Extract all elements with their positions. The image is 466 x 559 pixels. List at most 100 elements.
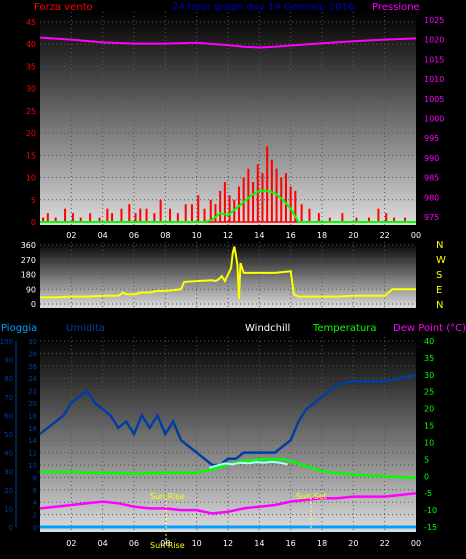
temperature-tick-label: -15 <box>424 523 437 532</box>
hour-tick-label: 04 <box>98 231 108 240</box>
rain-tick-label: 0 <box>9 524 13 532</box>
direction-tick-label: 0 <box>31 300 36 309</box>
rain-tick-label: 10 <box>4 505 13 513</box>
hour-tick-label: 18 <box>317 539 327 548</box>
wind-bar <box>64 208 67 222</box>
compass-letter: W <box>436 255 446 266</box>
humidity-tick-label: 22 <box>28 388 37 396</box>
humidity-tick-label: 14 <box>28 437 37 445</box>
wind-bar <box>214 204 217 222</box>
rain-tick-label: 20 <box>4 487 13 495</box>
pressure-tick-label: 1000 <box>424 115 444 124</box>
wind-bar <box>134 213 137 222</box>
hour-tick-label: 12 <box>223 231 233 240</box>
wind-bar <box>355 217 358 222</box>
pressure-tick-label: 1020 <box>424 36 444 45</box>
wind-tick-label: 40 <box>26 40 36 49</box>
wind-bar <box>46 213 49 222</box>
humidity-tick-label: 16 <box>28 425 37 433</box>
direction-tick-label: 180 <box>21 271 36 280</box>
hour-axis-bottom: 02 04 06 08 10 12 14 16 18 20 22 00 <box>66 539 421 548</box>
rain-tick-label: 80 <box>4 375 13 383</box>
wind-bar <box>308 208 311 222</box>
wind-bar <box>190 204 193 222</box>
humidity-tick-label: 28 <box>28 350 37 358</box>
wind-bar <box>317 213 320 222</box>
pressure-tick-label: 1025 <box>424 16 444 25</box>
wind-bar <box>71 213 74 222</box>
wind-bar <box>228 195 231 222</box>
sunrise-label: Sun Rise <box>150 492 185 501</box>
temperature-tick-label: 25 <box>424 388 434 397</box>
humidity-tick-label: 26 <box>28 363 37 371</box>
temperature-tick-label: 35 <box>424 354 434 363</box>
temperature-axis-ticks: -15 -10 -5 0 5 10 15 20 25 30 35 40 <box>424 337 437 532</box>
pressure-axis-ticks: 975 980 985 990 995 1000 1005 1010 1015 1020 1025 <box>424 16 444 222</box>
hour-tick-label: 08 <box>160 231 170 240</box>
humidity-tick-label: 20 <box>28 400 37 408</box>
humidity-line <box>39 373 417 467</box>
wind-tick-label: 0 <box>31 218 36 227</box>
hour-tick-label: 22 <box>380 539 390 548</box>
pressure-tick-label: 975 <box>424 213 439 222</box>
temperature-tick-label: -10 <box>424 506 437 515</box>
hour-tick-label: 20 <box>348 539 358 548</box>
wind-tick-label: 20 <box>26 129 36 138</box>
hour-axis-top: 02 04 06 08 10 12 14 16 18 20 22 00 <box>66 231 421 240</box>
wind-bar <box>79 217 82 222</box>
wind-bar <box>169 208 172 222</box>
temperature-tick-label: 20 <box>424 405 434 414</box>
hour-tick-label: 10 <box>192 539 202 548</box>
humidity-tick-label: 24 <box>28 375 37 383</box>
wind-bar <box>145 208 148 222</box>
panel-wind-pressure <box>40 12 416 225</box>
wind-bar <box>237 186 240 222</box>
hour-tick-label: 02 <box>66 539 76 548</box>
wind-bar <box>223 182 226 222</box>
rain-tick-label: 50 <box>4 431 13 439</box>
rain-axis-ticks: 0 10 20 30 40 50 60 70 80 90 100 <box>0 338 17 532</box>
wind-bar <box>197 195 200 222</box>
hour-tick-label: 20 <box>348 231 358 240</box>
wind-bar <box>54 217 57 222</box>
temperature-tick-label: 30 <box>424 371 434 380</box>
wind-bar <box>159 199 162 222</box>
hour-tick-label: 22 <box>380 231 390 240</box>
pressure-tick-label: 990 <box>424 154 439 163</box>
temperature-tick-label: 5 <box>424 455 429 464</box>
wind-bar <box>209 199 212 222</box>
wind-bar <box>98 217 101 222</box>
compass-letter: N <box>436 300 443 311</box>
wind-bar <box>139 208 142 222</box>
wind-bar <box>153 213 156 222</box>
humidity-tick-label: 6 <box>33 487 38 495</box>
humidity-tick-label: 8 <box>33 474 37 482</box>
wind-tick-label: 25 <box>26 107 36 116</box>
pressure-line <box>39 36 417 49</box>
pressure-tick-label: 985 <box>424 174 439 183</box>
wind-tick-label: 30 <box>26 85 36 94</box>
windchill-label: Windchill <box>245 323 290 334</box>
wind-bar <box>247 168 250 222</box>
wind-bar <box>261 173 264 222</box>
humidity-tick-label: 30 <box>28 338 37 346</box>
wind-tick-label: 45 <box>26 18 36 27</box>
wind-bar <box>106 208 109 222</box>
compass-letter: S <box>436 270 442 281</box>
wind-bar <box>294 190 297 222</box>
humidity-tick-label: 2 <box>33 512 37 520</box>
direction-tick-label: 90 <box>26 285 36 294</box>
wind-bar <box>256 164 259 222</box>
wind-bar <box>128 204 131 222</box>
humidity-tick-label: 4 <box>33 499 38 507</box>
rain-tick-label: 30 <box>4 468 13 476</box>
hour-tick-label: 16 <box>286 231 296 240</box>
humidity-tick-label: 12 <box>28 450 37 458</box>
wind-bar <box>266 146 269 222</box>
wind-bar <box>242 177 245 222</box>
compass-letter: N <box>436 240 443 251</box>
wind-tick-label: 5 <box>31 196 36 205</box>
